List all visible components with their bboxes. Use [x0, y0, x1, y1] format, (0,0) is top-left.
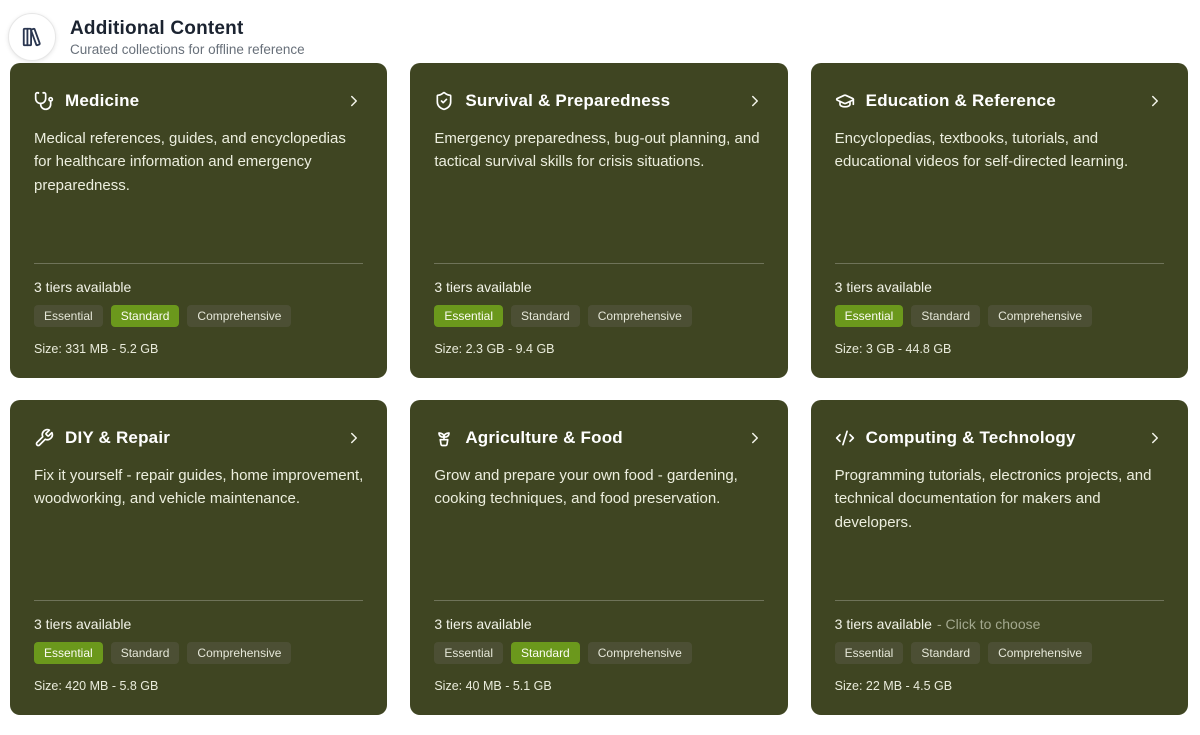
tier-badge-essential[interactable]: Essential	[434, 305, 504, 327]
tier-badge-comprehensive[interactable]: Comprehensive	[187, 642, 292, 664]
card-description: Grow and prepare your own food - gardeni…	[434, 467, 738, 508]
tier-badge-essential[interactable]: Essential	[34, 642, 103, 664]
card-diy-repair[interactable]: DIY & Repair Fix it yourself - repair gu…	[10, 400, 388, 715]
page-header: Additional Content Curated collections f…	[0, 0, 1200, 62]
chevron-right-icon[interactable]	[345, 429, 363, 447]
card-education[interactable]: Education & Reference Encyclopedias, tex…	[810, 63, 1188, 378]
divider	[34, 263, 364, 264]
tier-badge-standard[interactable]: Standard	[511, 642, 580, 664]
tier-badge-comprehensive[interactable]: Comprehensive	[587, 305, 692, 327]
card-description: Programming tutorials, electronics proje…	[834, 467, 1152, 531]
tier-badge-standard[interactable]: Standard	[110, 305, 180, 327]
tier-badge-essential[interactable]: Essential	[834, 642, 904, 664]
tier-badge-comprehensive[interactable]: Comprehensive	[187, 305, 292, 327]
divider	[434, 263, 764, 264]
chevron-right-icon[interactable]	[1146, 92, 1164, 110]
tier-badge-standard[interactable]: Standard	[511, 305, 580, 327]
library-icon	[8, 13, 56, 61]
tier-badge-essential[interactable]: Essential	[834, 305, 904, 327]
tier-badge-group: Essential Standard Comprehensive	[434, 642, 763, 664]
card-medicine[interactable]: Medicine Medical references, guides, and…	[10, 63, 388, 378]
graduation-cap-icon	[835, 91, 855, 111]
size-range-label: Size: 22 MB - 4.5 GB	[834, 679, 953, 693]
card-description: Medical references, guides, and encyclop…	[34, 130, 346, 194]
tiers-hint: - Click to choose	[936, 616, 1041, 632]
tier-badge-group: Essential Standard Comprehensive	[34, 642, 363, 664]
chevron-right-icon[interactable]	[345, 92, 363, 110]
card-title: Computing & Technology	[865, 428, 1076, 447]
tiers-available-label: 3 tiers available	[834, 279, 932, 295]
tier-badge-group: Essential Standard Comprehensive	[834, 305, 1164, 327]
tier-badge-comprehensive[interactable]: Comprehensive	[988, 642, 1093, 664]
wrench-icon	[34, 428, 54, 448]
card-description: Emergency preparedness, bug-out planning…	[434, 130, 760, 171]
size-range-label: Size: 3 GB - 44.8 GB	[834, 342, 952, 356]
divider	[434, 600, 764, 601]
tier-badge-group: Essential Standard Comprehensive	[834, 642, 1164, 664]
card-survival[interactable]: Survival & Preparedness Emergency prepar…	[410, 63, 788, 378]
divider	[834, 600, 1164, 601]
tier-badge-standard[interactable]: Standard	[911, 642, 981, 664]
tier-badge-comprehensive[interactable]: Comprehensive	[587, 642, 692, 664]
tier-badge-comprehensive[interactable]: Comprehensive	[988, 305, 1093, 327]
tiers-available-label: 3 tiers available	[34, 279, 132, 295]
size-range-label: Size: 40 MB - 5.1 GB	[434, 679, 552, 693]
chevron-right-icon[interactable]	[1146, 429, 1164, 447]
size-range-label: Size: 331 MB - 5.2 GB	[34, 342, 159, 356]
tiers-available-label: 3 tiers available	[434, 616, 532, 632]
code-icon	[835, 428, 855, 448]
tiers-available-label: 3 tiers available	[834, 616, 932, 632]
card-description: Encyclopedias, textbooks, tutorials, and…	[834, 130, 1129, 171]
tiers-available-label: 3 tiers available	[34, 616, 132, 632]
divider	[34, 600, 364, 601]
page-title: Additional Content	[70, 17, 244, 39]
card-description: Fix it yourself - repair guides, home im…	[34, 467, 364, 508]
chevron-right-icon[interactable]	[746, 429, 764, 447]
tier-badge-essential[interactable]: Essential	[434, 642, 504, 664]
stethoscope-icon	[34, 91, 54, 111]
card-title: Agriculture & Food	[465, 428, 623, 447]
tier-badge-essential[interactable]: Essential	[34, 305, 103, 327]
chevron-right-icon[interactable]	[746, 92, 764, 110]
tier-badge-standard[interactable]: Standard	[911, 305, 981, 327]
sprout-icon	[434, 428, 454, 448]
tier-badge-standard[interactable]: Standard	[110, 642, 180, 664]
tiers-available-label: 3 tiers available	[434, 279, 532, 295]
card-agriculture[interactable]: Agriculture & Food Grow and prepare your…	[410, 400, 788, 715]
card-computing[interactable]: Computing & Technology Programming tutor…	[810, 400, 1188, 715]
card-title: Medicine	[65, 91, 140, 110]
tier-badge-group: Essential Standard Comprehensive	[34, 305, 363, 327]
tier-badge-group: Essential Standard Comprehensive	[434, 305, 763, 327]
size-range-label: Size: 420 MB - 5.8 GB	[34, 679, 159, 693]
card-grid: Medicine Medical references, guides, and…	[0, 62, 1200, 725]
page-subtitle: Curated collections for offline referenc…	[70, 41, 305, 57]
size-range-label: Size: 2.3 GB - 9.4 GB	[434, 342, 555, 356]
card-title: DIY & Repair	[65, 428, 171, 447]
shield-check-icon	[434, 91, 454, 111]
card-title: Education & Reference	[865, 91, 1056, 110]
card-title: Survival & Preparedness	[465, 91, 671, 110]
divider	[834, 263, 1164, 264]
